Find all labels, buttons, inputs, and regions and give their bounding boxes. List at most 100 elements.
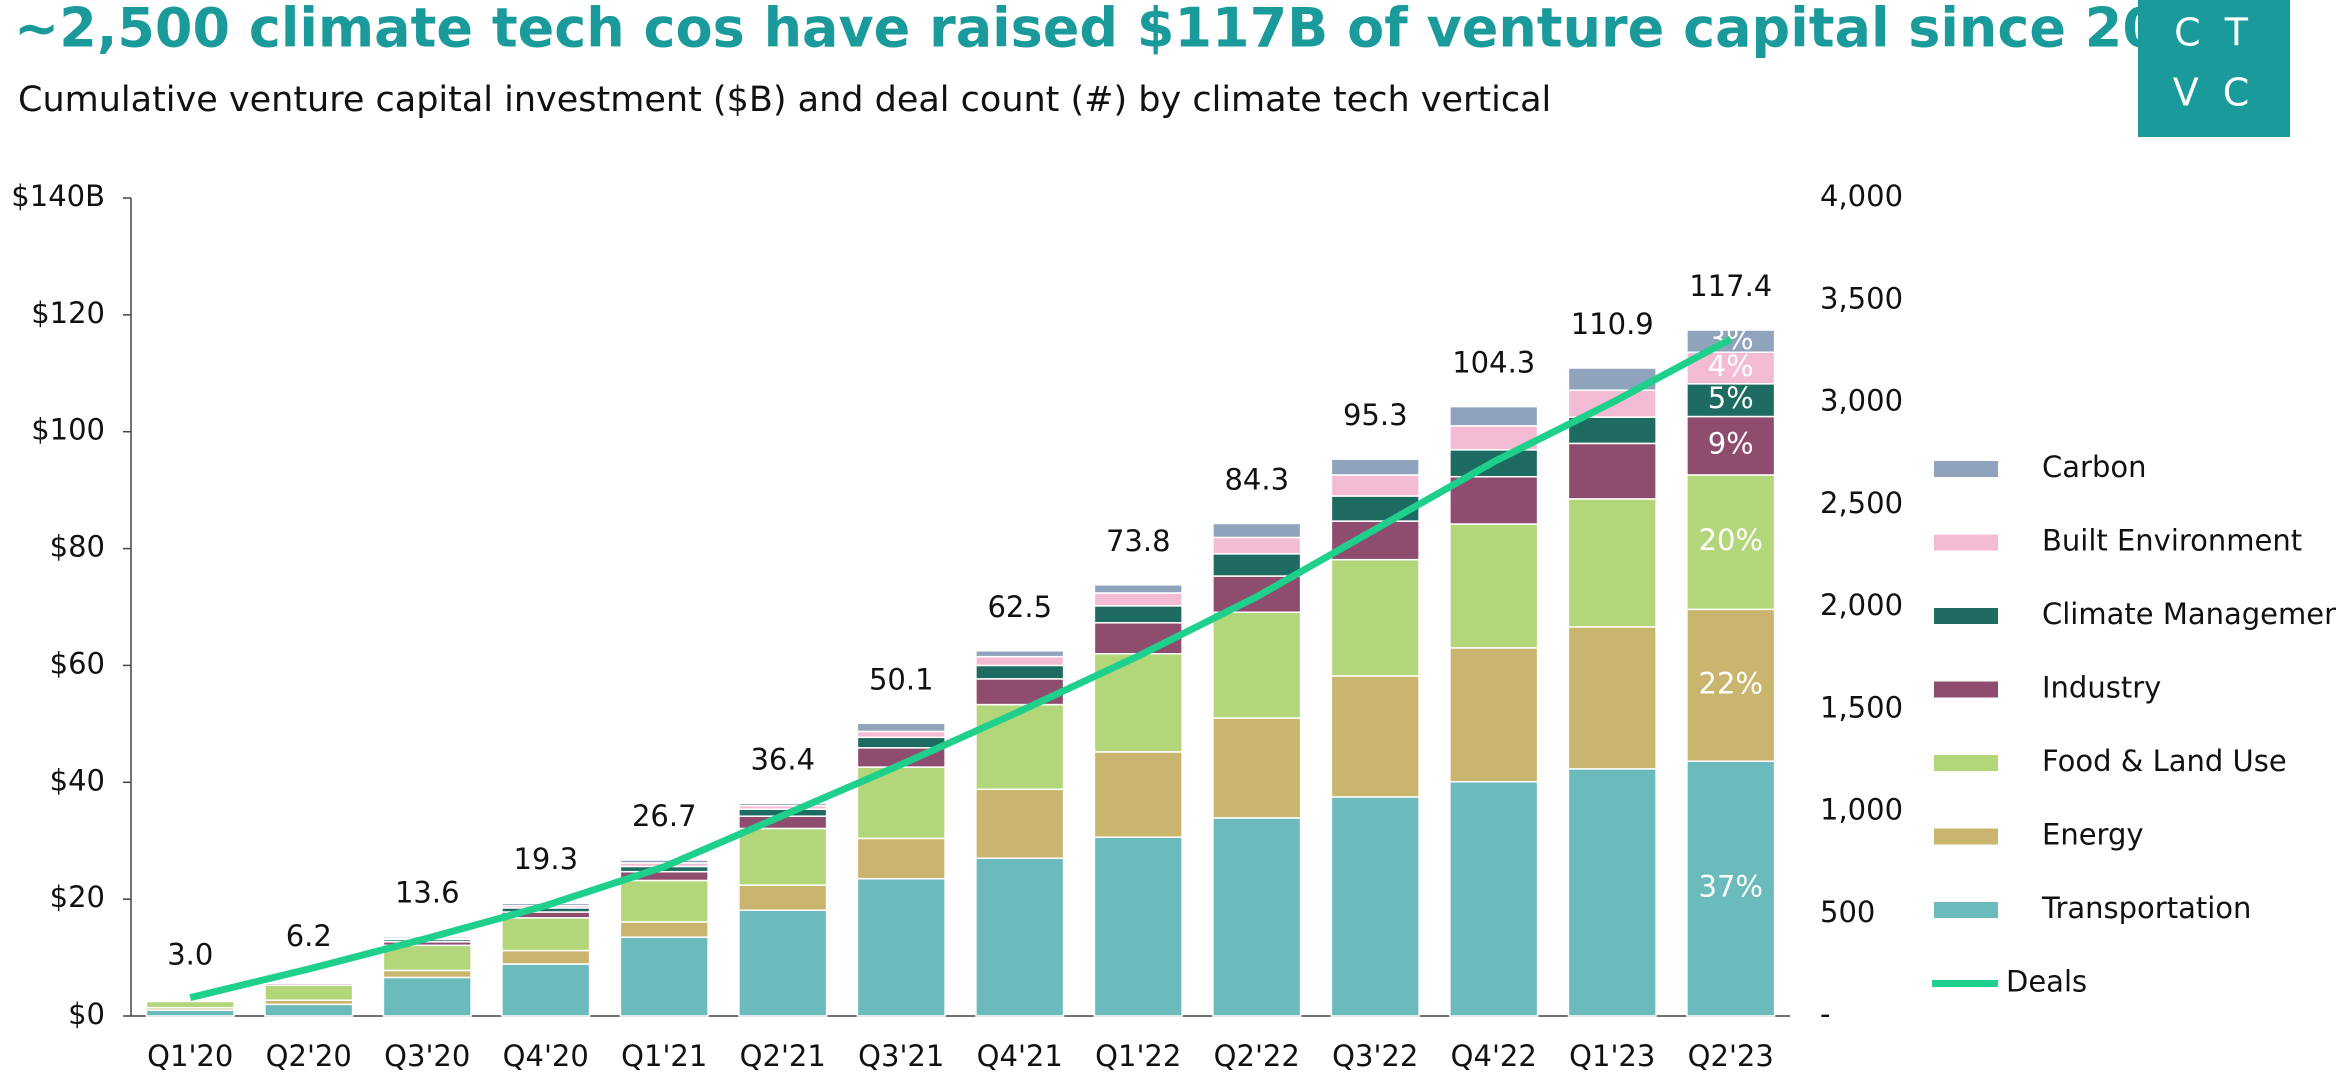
total-label: 117.4 <box>1689 269 1772 303</box>
bar-segment <box>264 984 354 1001</box>
bar-segment <box>619 879 709 923</box>
bar-segment <box>1330 796 1420 1017</box>
logo-text: C T <box>2174 11 2254 55</box>
logo-text: V C <box>2173 71 2256 115</box>
bar-segment <box>1449 523 1539 649</box>
total-label: 26.7 <box>632 799 697 833</box>
bar-segment <box>1212 717 1302 819</box>
bar-segment <box>975 857 1065 1017</box>
x-tick-label: Q4'22 <box>1451 1039 1537 1073</box>
share-label: 4% <box>1708 349 1754 383</box>
y2-tick-label: - <box>1820 997 1830 1031</box>
legend-label: Industry <box>2042 671 2161 705</box>
bar-segment <box>1212 522 1302 539</box>
y2-tick-label: 3,500 <box>1820 281 1903 315</box>
bar-segment <box>1449 647 1539 783</box>
legend-swatch <box>1934 608 1998 624</box>
total-label: 3.0 <box>167 937 213 971</box>
total-label: 36.4 <box>750 742 815 776</box>
x-tick-label: Q4'20 <box>503 1039 589 1073</box>
x-tick-label: Q2'20 <box>266 1039 352 1073</box>
y2-tick-label: 2,000 <box>1820 588 1903 622</box>
legend-swatch <box>1934 755 1998 771</box>
legend-label: Deals <box>2006 965 2087 999</box>
logo-box <box>2138 0 2290 137</box>
bar-segment <box>1567 442 1657 500</box>
legend-label: Transportation <box>2041 891 2251 925</box>
legend-swatch <box>1934 461 1998 477</box>
legend-swatch <box>1934 681 1998 698</box>
y-tick-label: $80 <box>50 530 105 564</box>
y-tick-label: $120 <box>31 296 105 330</box>
bar-segment <box>738 909 828 1017</box>
bar-segment <box>1330 675 1420 798</box>
bar-segment <box>145 997 235 1000</box>
x-tick-label: Q1'20 <box>147 1039 233 1073</box>
y2-tick-label: 1,500 <box>1820 690 1903 724</box>
y2-tick-label: 3,000 <box>1820 384 1903 418</box>
total-label: 95.3 <box>1343 398 1408 432</box>
y-tick-label: $140B <box>11 179 105 213</box>
x-tick-label: Q1'21 <box>621 1039 707 1073</box>
bar-segment <box>738 827 828 886</box>
bar-segment <box>501 917 591 952</box>
bar-segment <box>1567 768 1657 1017</box>
total-label: 13.6 <box>395 876 460 910</box>
share-label: 37% <box>1699 870 1763 904</box>
total-label: 62.5 <box>987 590 1052 624</box>
total-label: 110.9 <box>1571 307 1654 341</box>
x-tick-label: Q1'22 <box>1095 1039 1181 1073</box>
x-tick-label: Q2'23 <box>1688 1039 1774 1073</box>
legend-label: Food & Land Use <box>2042 744 2287 778</box>
bar-segment <box>501 949 591 965</box>
bar-segment <box>1093 605 1183 624</box>
total-label: 84.3 <box>1224 462 1289 496</box>
bar-segment <box>1330 558 1420 677</box>
legend-label: Climate Management <box>2042 597 2336 631</box>
bar-segment <box>856 722 946 733</box>
chart-title: ~2,500 climate tech cos have raised $117… <box>14 0 2235 60</box>
bar-segment <box>1093 652 1183 753</box>
bar-segment <box>1093 584 1183 594</box>
bar-segment <box>738 884 828 911</box>
bar-segment <box>1330 458 1420 476</box>
y-tick-label: $40 <box>50 763 105 797</box>
bar-segment <box>264 1003 354 1017</box>
total-label: 6.2 <box>286 919 332 953</box>
bar-segment <box>1567 498 1657 628</box>
share-label: 5% <box>1708 381 1754 415</box>
x-tick-label: Q3'20 <box>384 1039 470 1073</box>
y2-tick-label: 2,500 <box>1820 486 1903 520</box>
y2-tick-label: 500 <box>1820 895 1875 929</box>
total-label: 104.3 <box>1452 346 1535 380</box>
bar-segment <box>1330 495 1420 522</box>
y-tick-label: $0 <box>68 997 105 1031</box>
legend-label: Built Environment <box>2042 524 2302 558</box>
bar-segment <box>1212 817 1302 1017</box>
bar-segment <box>1567 626 1657 770</box>
bar-segment <box>975 655 1065 667</box>
bar-segment <box>975 703 1065 791</box>
x-tick-label: Q2'22 <box>1214 1039 1300 1073</box>
bar-segment <box>738 802 828 807</box>
y2-tick-label: 1,000 <box>1820 793 1903 827</box>
bar-segment <box>145 1000 235 1009</box>
bar-segment <box>619 859 709 864</box>
bar-segment <box>1212 611 1302 719</box>
x-tick-label: Q3'22 <box>1332 1039 1418 1073</box>
bar-segment <box>382 976 472 1017</box>
legend-swatch <box>1934 902 1998 918</box>
bar-segment <box>1449 475 1539 525</box>
x-tick-label: Q1'23 <box>1569 1039 1655 1073</box>
bar-segment <box>1330 474 1420 497</box>
deals-line <box>189 336 1733 1001</box>
bar-segment <box>856 837 946 880</box>
bar-segment <box>975 788 1065 859</box>
legend-swatch <box>1934 534 1998 551</box>
bar-segment <box>1449 780 1539 1017</box>
bar-segment <box>1093 592 1183 607</box>
bar-segment <box>619 936 709 1017</box>
total-label: 50.1 <box>869 662 934 696</box>
